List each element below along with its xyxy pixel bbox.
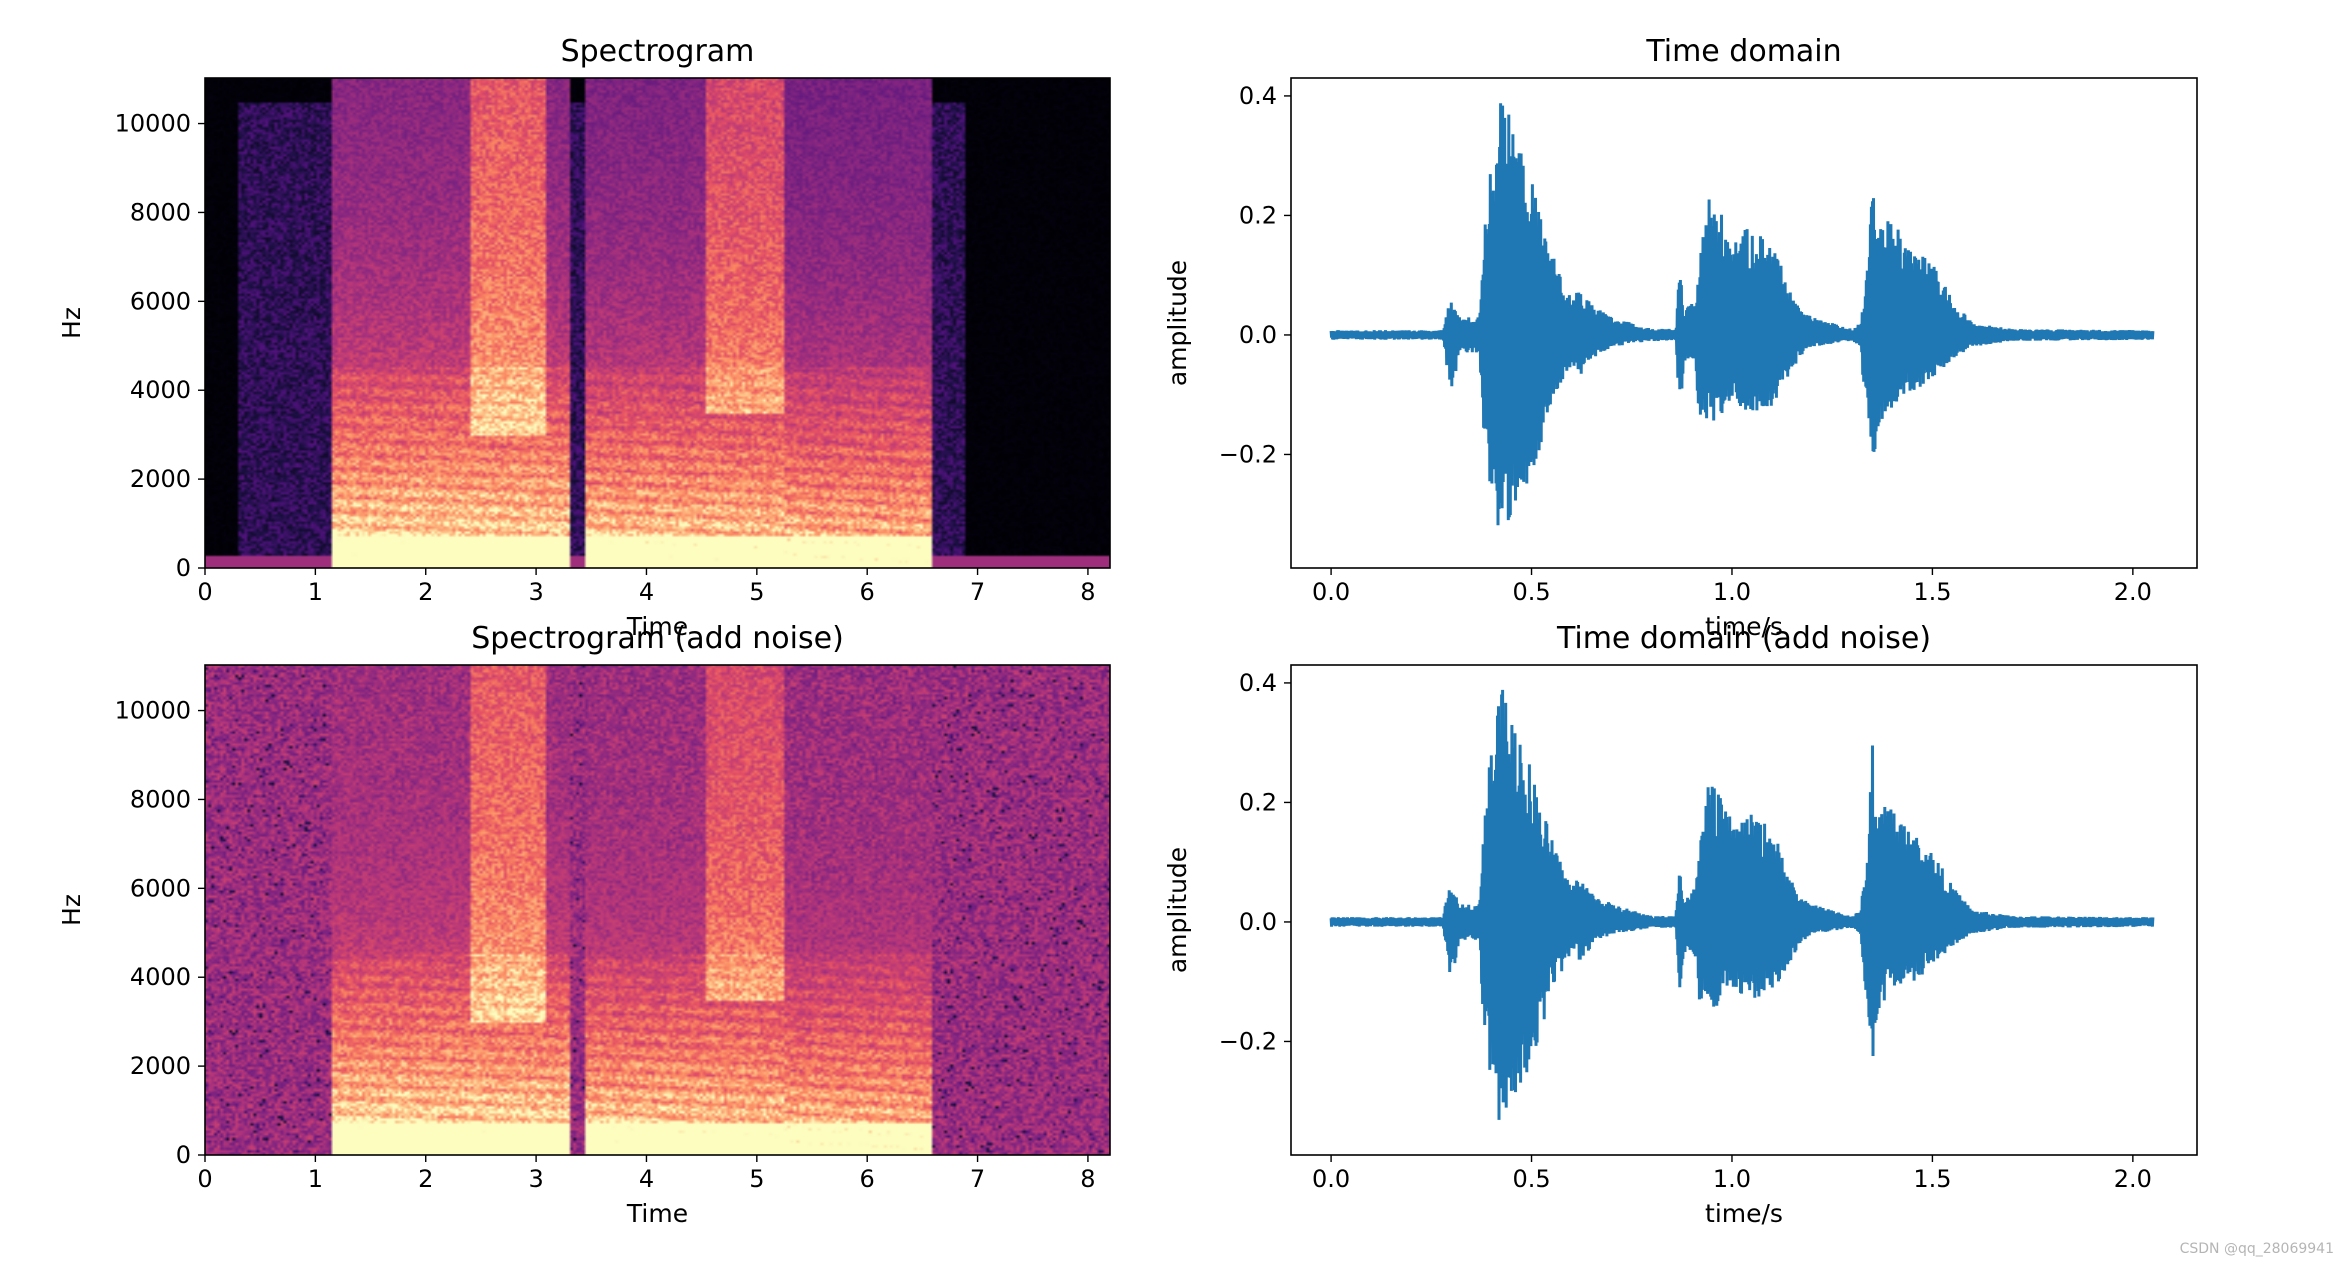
x-tick-label: 8 xyxy=(1080,1165,1095,1193)
waveform-series xyxy=(1329,689,2155,1120)
x-axis-label: Time xyxy=(626,1199,688,1228)
chart-title: Spectrogram xyxy=(561,34,755,69)
y-tick-label: 10000 xyxy=(115,697,191,725)
axes-frame xyxy=(1290,664,2198,1156)
chart-title: Spectrogram (add noise) xyxy=(471,621,844,656)
x-tick-label: 1.5 xyxy=(1913,1165,1951,1193)
y-axis-label: Hz xyxy=(57,307,86,339)
y-tick-label: 2000 xyxy=(130,465,191,493)
x-tick-label: 4 xyxy=(639,1165,654,1193)
y-tick-label: 0.2 xyxy=(1239,788,1277,816)
x-tick-label: 7 xyxy=(970,1165,985,1193)
x-tick-label: 0 xyxy=(197,1165,212,1193)
y-tick-label: −0.2 xyxy=(1219,440,1277,468)
x-tick-label: 1.5 xyxy=(1913,578,1951,606)
y-tick-label: 6000 xyxy=(130,874,191,902)
x-tick-label: 0.0 xyxy=(1312,1165,1350,1193)
x-tick-label: 2 xyxy=(418,1165,433,1193)
y-tick-label: 0 xyxy=(176,1141,191,1169)
y-tick-label: 4000 xyxy=(130,376,191,404)
y-tick-label: 8000 xyxy=(130,198,191,226)
x-axis-label: time/s xyxy=(1705,612,1783,641)
x-tick-label: 1 xyxy=(308,578,323,606)
x-axis-label: Time xyxy=(626,612,688,641)
y-axis-label: amplitude xyxy=(1163,260,1192,386)
x-tick-label: 3 xyxy=(528,1165,543,1193)
x-tick-label: 8 xyxy=(1080,578,1095,606)
x-tick-label: 0.5 xyxy=(1512,1165,1550,1193)
x-tick-label: 1.0 xyxy=(1713,1165,1751,1193)
y-tick-label: 2000 xyxy=(130,1052,191,1080)
y-tick-label: 0.4 xyxy=(1239,82,1277,110)
spectrogram-image xyxy=(205,665,1110,1155)
y-tick-label: 6000 xyxy=(130,287,191,315)
x-tick-label: 4 xyxy=(639,578,654,606)
watermark: CSDN @qq_28069941 xyxy=(2179,1241,2334,1257)
axes-frame xyxy=(204,77,1111,569)
waveform-plot-1 xyxy=(1329,103,2155,526)
x-tick-label: 0 xyxy=(197,578,212,606)
x-tick-label: 5 xyxy=(749,1165,764,1193)
y-tick-label: 8000 xyxy=(130,785,191,813)
x-tick-label: 0.0 xyxy=(1312,578,1350,606)
y-axis-label: Hz xyxy=(57,894,86,926)
x-tick-label: 2.0 xyxy=(2114,578,2152,606)
x-tick-label: 6 xyxy=(860,1165,875,1193)
chart-title: Time domain (add noise) xyxy=(1556,621,1931,656)
waveform-plot-3 xyxy=(1329,689,2155,1120)
x-tick-label: 0.5 xyxy=(1512,578,1550,606)
x-axis-label: time/s xyxy=(1705,1199,1783,1228)
x-tick-label: 1.0 xyxy=(1713,578,1751,606)
x-tick-label: 2.0 xyxy=(2114,1165,2152,1193)
y-tick-label: 0.0 xyxy=(1239,908,1277,936)
y-axis-label: amplitude xyxy=(1163,847,1192,973)
axes-frame xyxy=(204,664,1111,1156)
spectrogram-plot-0 xyxy=(205,78,1110,568)
y-tick-label: 0.0 xyxy=(1239,321,1277,349)
y-tick-label: −0.2 xyxy=(1219,1027,1277,1055)
y-tick-label: 10000 xyxy=(115,110,191,138)
spectrogram-plot-2 xyxy=(205,665,1110,1155)
x-tick-label: 2 xyxy=(418,578,433,606)
x-tick-label: 6 xyxy=(860,578,875,606)
x-tick-label: 5 xyxy=(749,578,764,606)
chart-title: Time domain xyxy=(1645,34,1841,69)
spectrogram-image xyxy=(205,78,1110,568)
axes-frame xyxy=(1290,77,2198,569)
y-tick-label: 0.4 xyxy=(1239,669,1277,697)
y-tick-label: 0 xyxy=(176,554,191,582)
waveform-series xyxy=(1329,103,2155,526)
y-tick-label: 4000 xyxy=(130,963,191,991)
x-tick-label: 3 xyxy=(528,578,543,606)
x-tick-label: 1 xyxy=(308,1165,323,1193)
x-tick-label: 7 xyxy=(970,578,985,606)
y-tick-label: 0.2 xyxy=(1239,201,1277,229)
